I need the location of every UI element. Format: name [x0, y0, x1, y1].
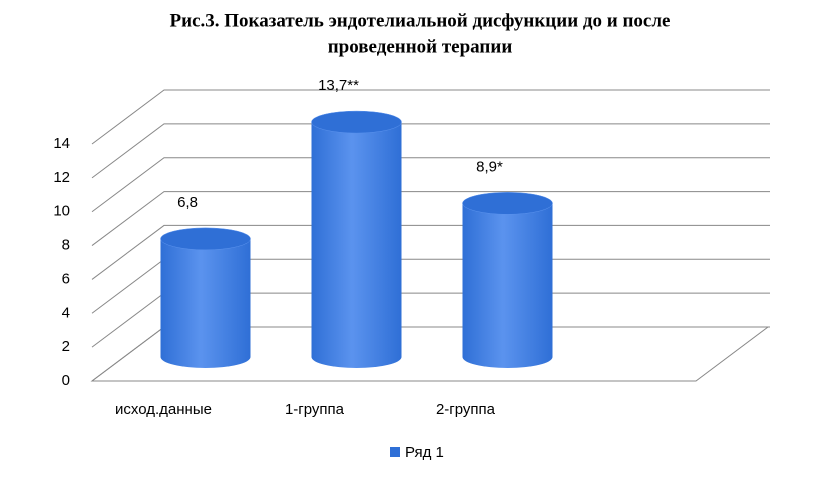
- y-tick-label: 14: [53, 135, 70, 152]
- x-tick-label: 1-группа: [285, 401, 345, 418]
- data-label: 8,9*: [476, 158, 503, 175]
- grid-line: [91, 224, 770, 280]
- y-tick-label: 4: [62, 304, 70, 321]
- x-tick-label: исход.данные: [115, 401, 212, 418]
- grid-line: [91, 157, 770, 213]
- grid-line: [91, 123, 770, 179]
- bar: [311, 110, 402, 368]
- y-tick-label: 2: [62, 338, 70, 355]
- x-tick-label: 2-группа: [436, 401, 496, 418]
- data-label: 13,7**: [318, 77, 359, 94]
- y-tick-label: 10: [53, 203, 70, 220]
- y-tick-label: 6: [62, 270, 70, 287]
- bar: [462, 192, 553, 369]
- grid-line: [91, 89, 770, 145]
- y-tick-label: 0: [62, 372, 70, 389]
- y-tick-label: 12: [53, 169, 70, 186]
- grid-line: [91, 191, 770, 246]
- y-tick-label: 8: [62, 237, 70, 254]
- chart-title: Рис.3. Показатель эндотелиальной дисфунк…: [170, 10, 671, 31]
- legend-label: Ряд 1: [405, 444, 444, 461]
- data-label: 6,8: [177, 194, 198, 211]
- chart-title: проведенной терапии: [328, 36, 513, 57]
- bar: [160, 227, 251, 368]
- legend-swatch: [390, 447, 400, 457]
